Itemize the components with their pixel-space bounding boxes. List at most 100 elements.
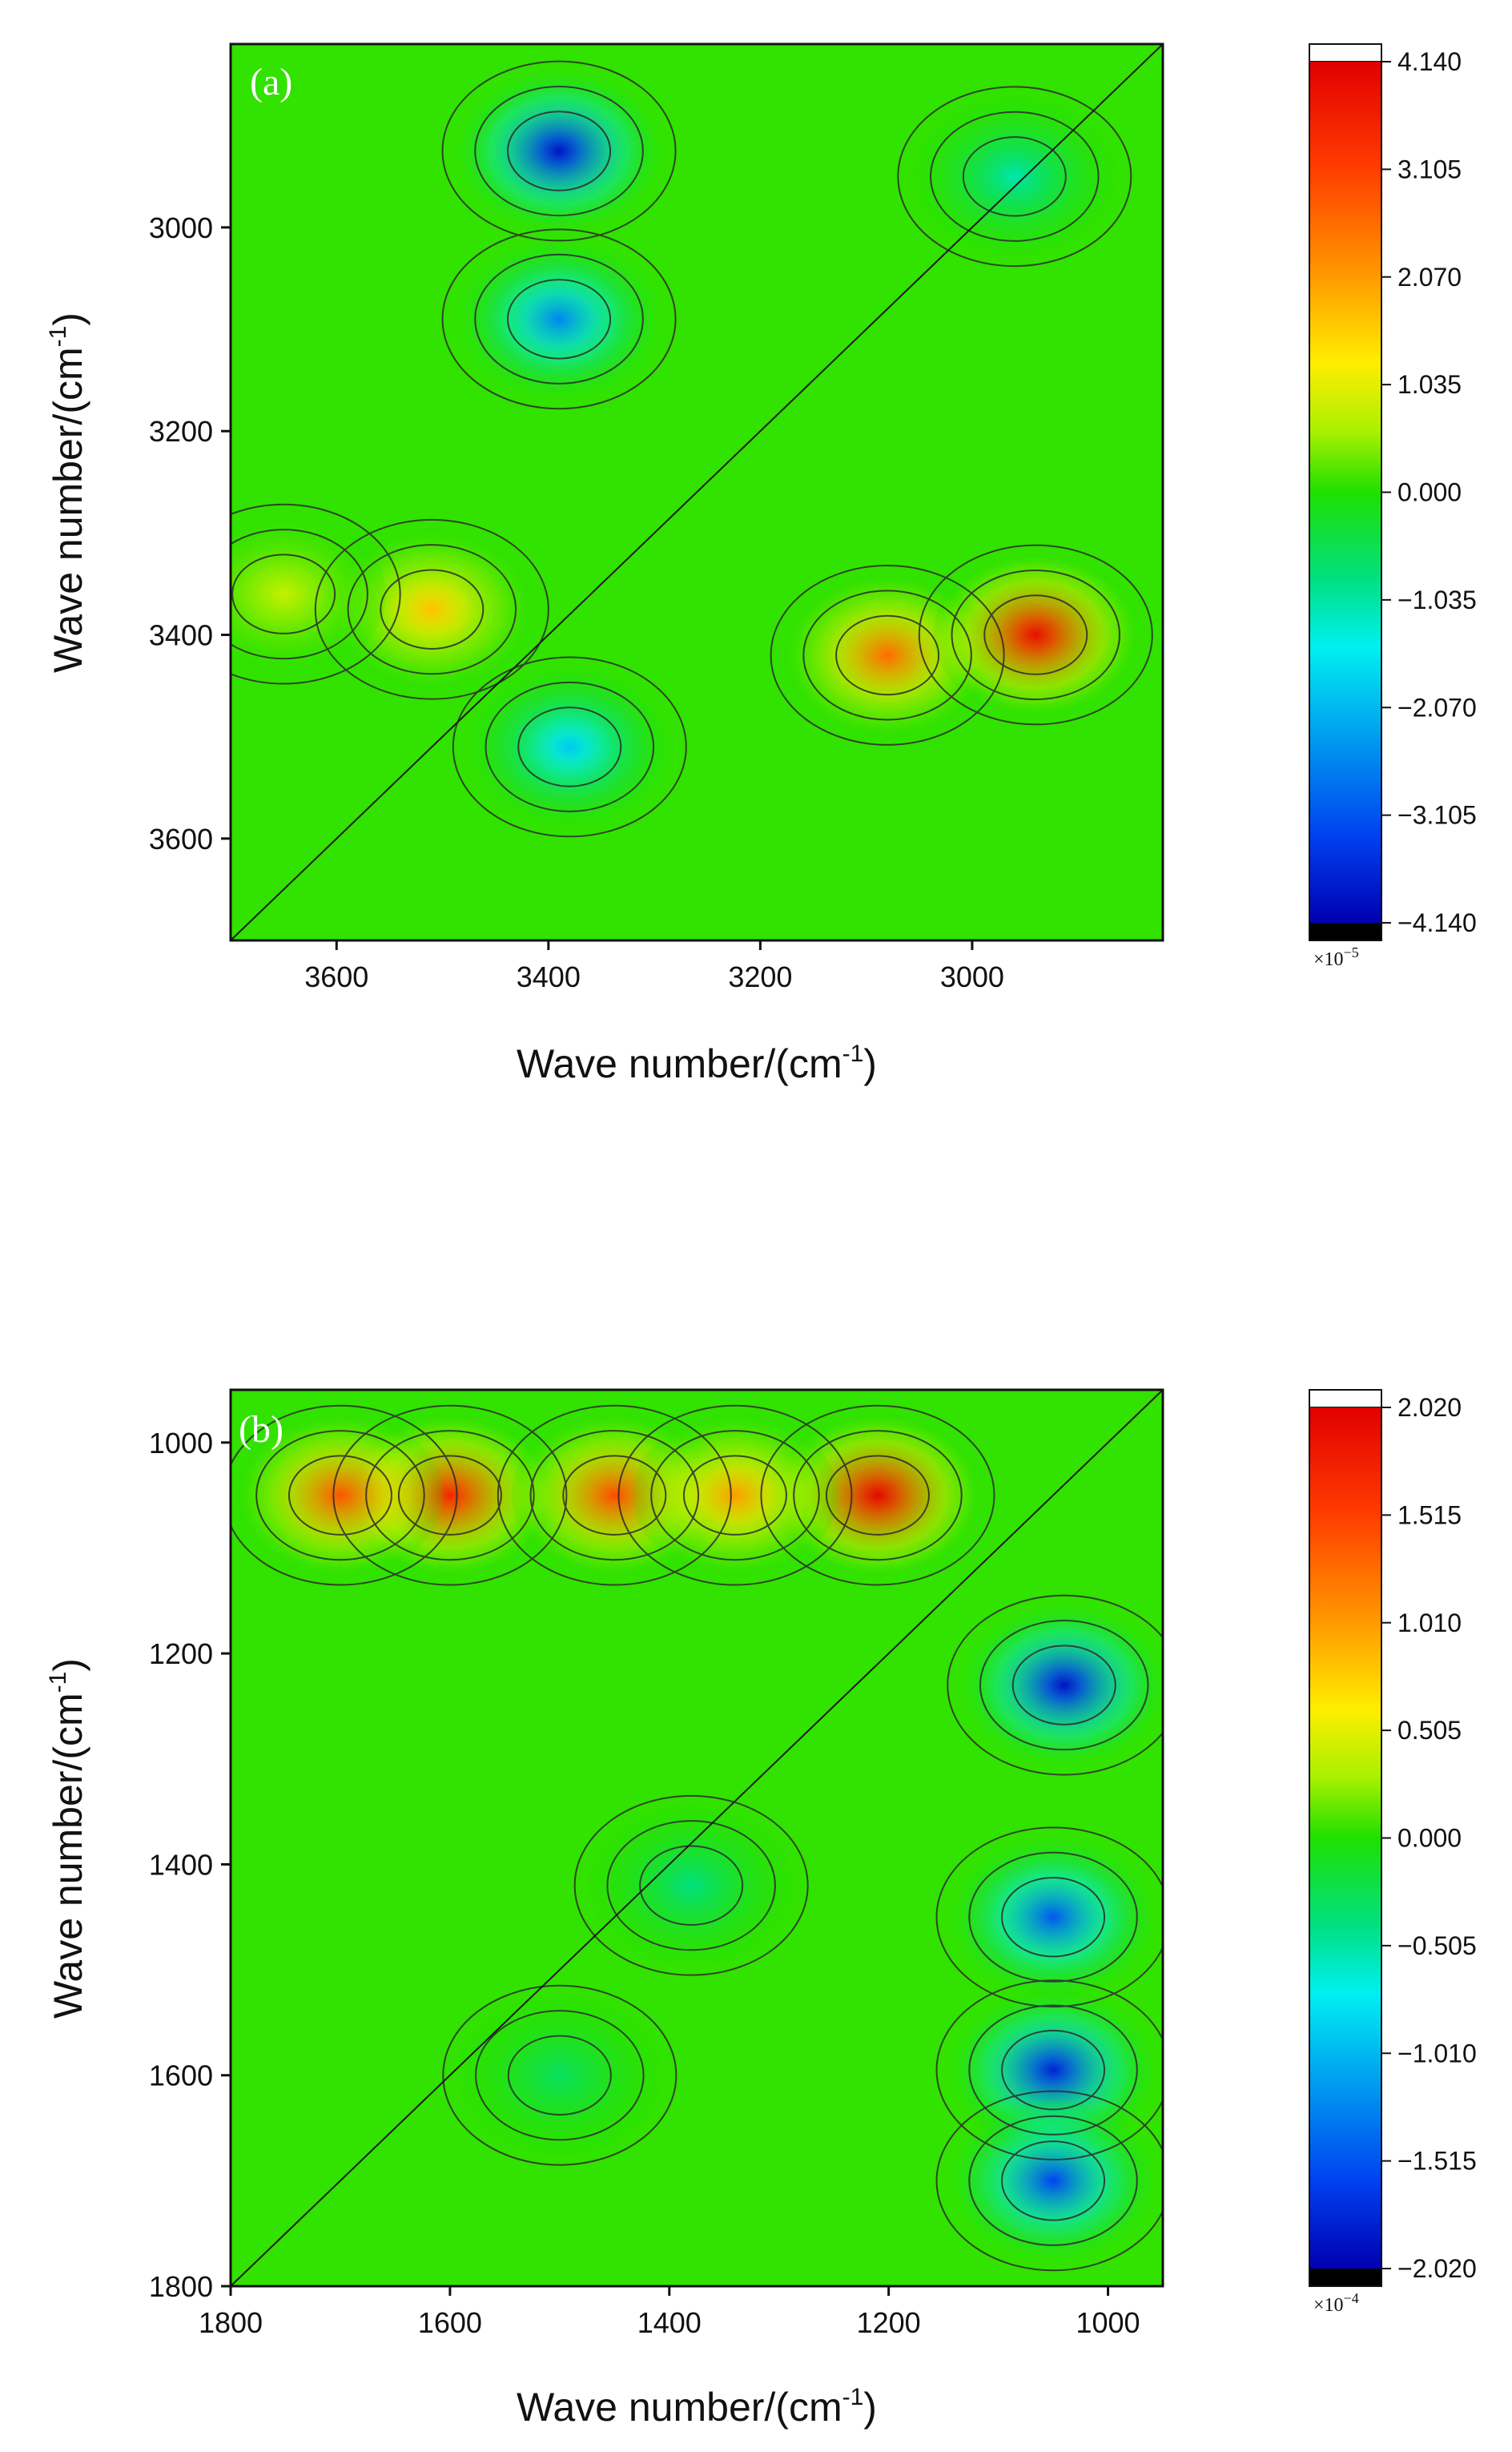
heat-blob: [456, 238, 662, 401]
contour-line: [968, 2004, 1138, 2136]
heat-blob: [933, 554, 1139, 716]
contour-line: [802, 590, 972, 721]
contour-line: [825, 1455, 930, 1536]
x-tick-label: 1400: [637, 2306, 702, 2339]
heat-blob: [589, 1805, 794, 1967]
heat-blob: [467, 666, 673, 828]
contour-line: [639, 1845, 744, 1926]
x-tick-label: 1800: [199, 2306, 263, 2339]
y-tick-label: 3200: [149, 415, 213, 448]
colorbar-tick-label: 0.505: [1397, 1716, 1462, 1745]
heatmap-a: [231, 44, 1163, 940]
contour-line: [529, 1430, 700, 1561]
panel-label-b: (b): [239, 1408, 284, 1451]
contour-line: [380, 569, 485, 650]
contour-line: [441, 60, 677, 242]
contour-line: [517, 707, 622, 787]
contour-line: [947, 1594, 1163, 1776]
y-tick-label: 1200: [149, 1637, 213, 1670]
colorbar-tick-label: 1.515: [1397, 1500, 1462, 1529]
contour-line: [1001, 1876, 1106, 1958]
heat-blob: [951, 2100, 1156, 2262]
x-axis-title-a: Wave number/(cm-1): [517, 1041, 877, 1086]
contour-line: [968, 1851, 1138, 1983]
diagonal-line-b: [230, 1389, 1164, 2287]
colorbar-tick-label: 4.140: [1397, 47, 1462, 76]
contour-line: [474, 253, 644, 385]
contour-line: [962, 136, 1067, 217]
contours-a: [231, 60, 1153, 838]
contour-line: [617, 1404, 853, 1586]
colorbar-tick-label: −2.070: [1397, 693, 1477, 722]
heat-blob: [231, 513, 387, 675]
colorbar-exponent-a: ×10−5: [1313, 944, 1359, 970]
contour-line: [606, 1820, 776, 1951]
contour-line: [562, 1455, 667, 1536]
heat-blob: [237, 1414, 443, 1576]
contour-line: [497, 1404, 732, 1586]
contour-line: [441, 228, 677, 410]
contour-line: [770, 565, 1005, 746]
x-tick-label: 1600: [418, 2306, 482, 2339]
ticks-b: 1800 1600 1400 1200 1000 1000 1200 1400 1600 1800: [149, 1427, 1140, 2339]
contour-line: [1001, 2029, 1106, 2111]
colorbar-tick-label: −4.140: [1397, 908, 1477, 937]
x-tick-label: 1200: [857, 2306, 921, 2339]
y-tick-label: 1800: [149, 2270, 213, 2303]
colorbar-tick-label: −3.105: [1397, 801, 1477, 830]
colorbar-b: 2.020 1.515 1.010 0.505 0.000 −0.505 −1.010 −1.…: [1309, 1389, 1477, 2316]
contour-line: [507, 2035, 612, 2116]
contour-line: [507, 279, 612, 360]
contour-line: [835, 614, 940, 696]
contour-line: [918, 544, 1153, 726]
contours-b: [231, 1404, 1163, 2272]
contour-line: [231, 554, 336, 634]
panel-b: (b) 1800 1600 1400 1200 1000 1000 1200 1400 1600…: [45, 1388, 1477, 2430]
panel-label-a: (a): [250, 61, 292, 103]
contour-line: [365, 1430, 535, 1561]
colorbar-tick-label: 3.105: [1397, 155, 1462, 183]
contour-line: [935, 1826, 1163, 2008]
contour-line: [1011, 1645, 1116, 1725]
contour-line: [474, 85, 644, 217]
diagonal-line-a: [230, 43, 1164, 941]
colorbar-tick-label: −1.035: [1397, 586, 1477, 614]
heat-blob: [456, 1994, 662, 2156]
colorbar-exponent-b: ×10−4: [1313, 2290, 1359, 2316]
contour-line: [979, 1620, 1149, 1751]
colorbar-tick-label: −1.010: [1397, 2039, 1477, 2067]
x-axis-title-b: Wave number/(cm-1): [517, 2384, 877, 2430]
contour-line: [897, 86, 1132, 268]
colorbar-tick-label: −2.020: [1397, 2254, 1477, 2283]
y-tick-label: 3600: [149, 823, 213, 856]
contour-line: [935, 1979, 1163, 2160]
contour-line: [760, 1404, 995, 1586]
contour-line: [1001, 2140, 1106, 2221]
x-tick-label: 3400: [517, 960, 581, 993]
colorbar-tick-label: 1.010: [1397, 1608, 1462, 1637]
contour-line: [935, 2090, 1163, 2272]
contour-line: [793, 1430, 963, 1561]
contour-line: [930, 111, 1100, 242]
x-tick-label: 3200: [728, 960, 792, 993]
colorbar-a: 4.140 3.105 2.070 1.035 0.000 −1.035 −2.070 −3.…: [1309, 43, 1477, 970]
y-axis-title-b: Wave number/(cm-1): [45, 1658, 90, 2019]
panel-a: (a) 3600 3400 3200 3000 3000 3200 3400 3600 Wav…: [45, 42, 1477, 1086]
y-tick-label: 1000: [149, 1427, 213, 1460]
colorbar-tick-label: −0.505: [1397, 1931, 1477, 1960]
contour-line: [231, 503, 401, 685]
x-tick-label: 1000: [1076, 2306, 1140, 2339]
contour-line: [231, 529, 368, 660]
y-tick-label: 1600: [149, 2059, 213, 2092]
contour-line: [288, 1455, 392, 1536]
contour-line: [442, 1984, 678, 2166]
contour-line: [475, 2010, 645, 2141]
heat-blob: [911, 95, 1117, 258]
contour-line: [573, 1794, 809, 1976]
y-axis-title-a: Wave number/(cm-1): [45, 312, 90, 673]
colorbar-tick-label: 2.020: [1397, 1393, 1462, 1422]
contour-line: [983, 594, 1088, 675]
y-tick-label: 1400: [149, 1848, 213, 1881]
contour-line: [507, 111, 612, 191]
